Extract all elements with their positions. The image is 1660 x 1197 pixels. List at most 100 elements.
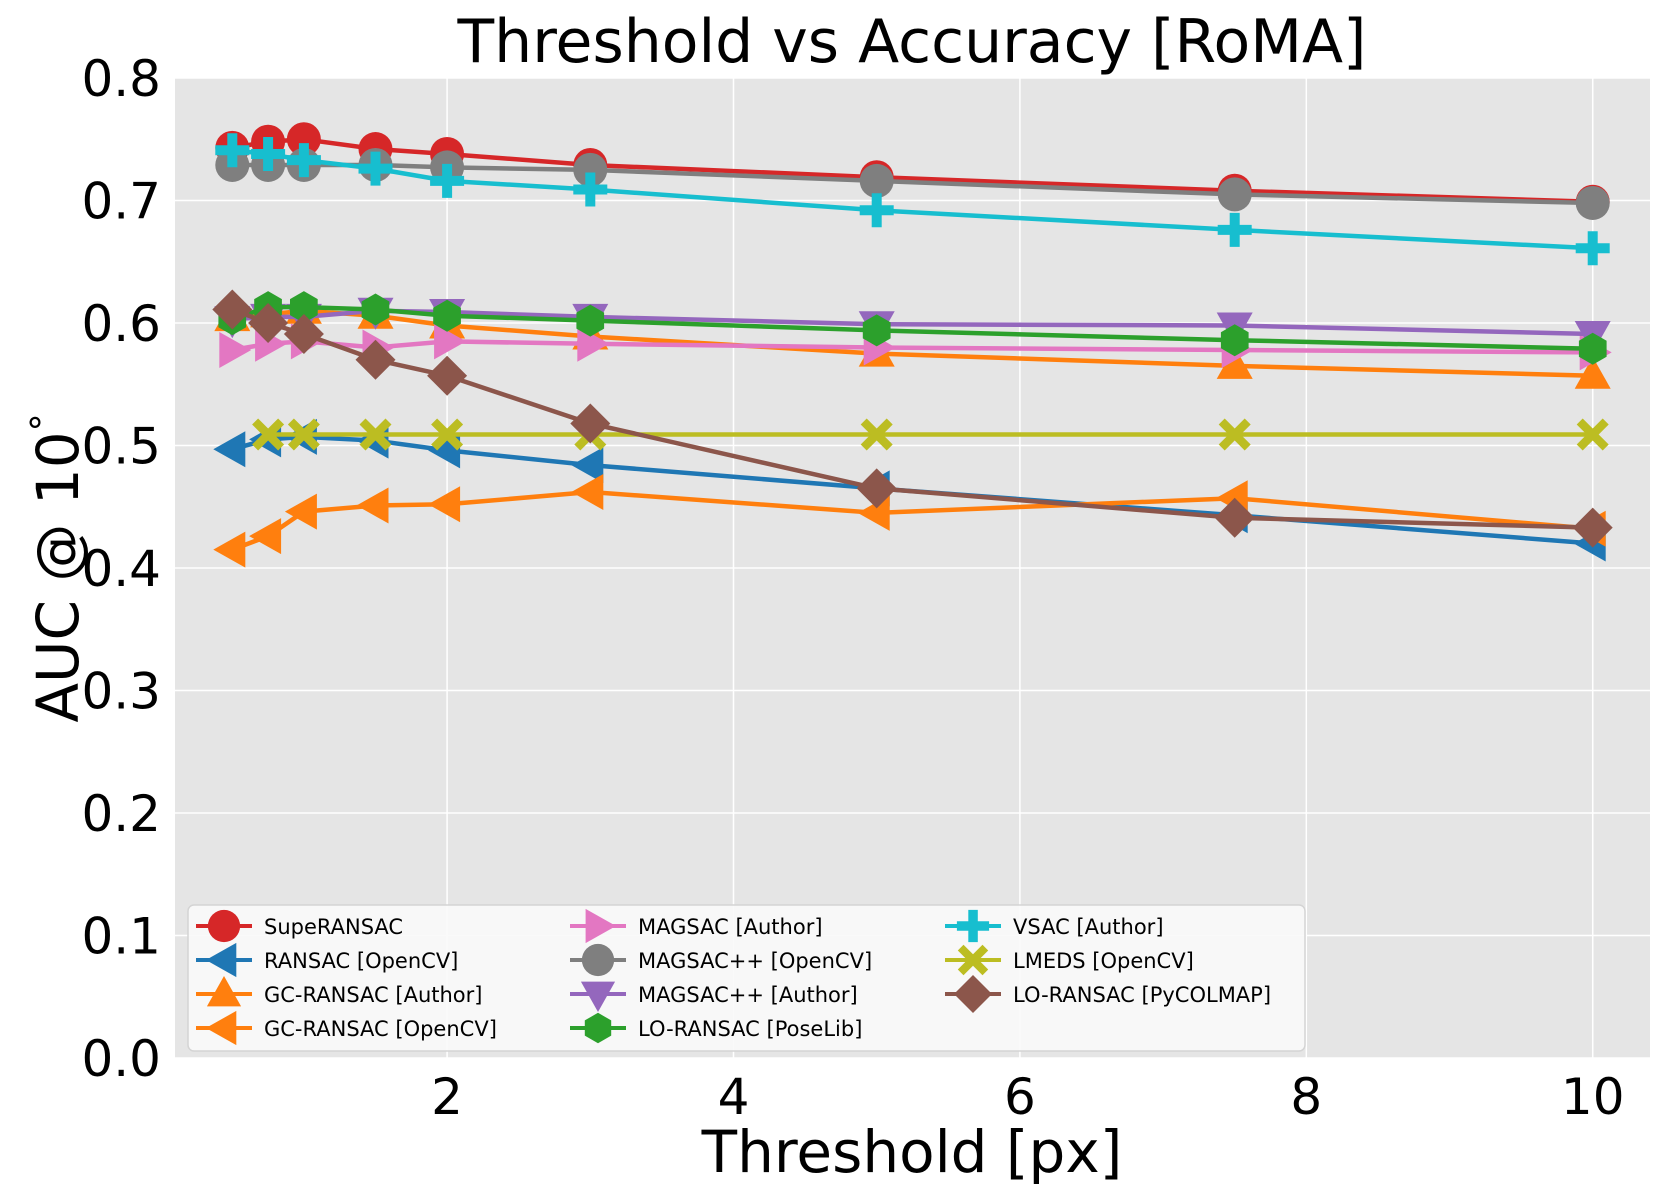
data-point (286, 143, 321, 178)
data-point (290, 291, 318, 324)
y-axis-label: AUC @ 10° (24, 413, 92, 722)
chart-title: Threshold vs Accuracy [RoMA] (457, 7, 1367, 77)
data-point (577, 325, 610, 362)
x-axis-label: Threshold [px] (701, 1118, 1123, 1186)
data-point (433, 299, 461, 332)
y-tick-label: 0.8 (81, 50, 161, 108)
x-tick-label: 2 (431, 1068, 463, 1126)
data-point (859, 193, 894, 228)
y-tick-label: 0.0 (81, 1030, 161, 1088)
legend-marker (205, 1010, 237, 1046)
tick-labels: 2 4 6 8 10 0.0 0.1 0.2 0.3 0.4 0.5 0.6 0.7 0.8 (81, 50, 1624, 1126)
legend-label: SupeRANSAC (264, 915, 403, 939)
data-point (1574, 356, 1611, 389)
data-point (215, 133, 250, 168)
data-point (213, 431, 246, 468)
y-tick-label: 0.7 (81, 173, 161, 231)
data-point (1216, 346, 1253, 379)
data-point (1214, 497, 1255, 538)
data-point (219, 332, 252, 368)
y-tick-label: 0.5 (81, 418, 161, 476)
data-point (284, 493, 317, 530)
legend-marker (584, 1012, 612, 1044)
data-point (1575, 185, 1610, 220)
legend-marker (954, 975, 992, 1013)
data-point (1218, 418, 1251, 451)
legend: SupeRANSAC RANSAC [OpenCV] GC-RANSAC [Auth… (187, 904, 1306, 1052)
legend-label: MAGSAC++ [Author] (638, 983, 858, 1007)
data-point (1217, 212, 1252, 247)
legend-label: LO-RANSAC [PyCOLMAP] (1013, 983, 1271, 1007)
legend-label: VSAC [Author] (1013, 915, 1164, 939)
data-point (431, 418, 464, 451)
data-point (286, 122, 321, 157)
legend-marker (205, 942, 237, 978)
data-point (859, 163, 894, 198)
series-vsac-author (215, 133, 1610, 266)
y-tick-label: 0.6 (81, 295, 161, 353)
data-point (359, 418, 392, 451)
legend-marker (581, 943, 615, 977)
data-point (1217, 177, 1252, 212)
legend-label: LO-RANSAC [PoseLib] (638, 1017, 862, 1041)
legend-label: MAGSAC++ [OpenCV] (638, 949, 872, 973)
legend-item: MAGSAC [Author] (570, 908, 823, 944)
data-point (355, 339, 396, 380)
legend-item: MAGSAC++ [OpenCV] (570, 943, 872, 977)
y-tick-label: 0.1 (81, 908, 161, 966)
legend-item: VSAC [Author] (945, 909, 1164, 943)
legend-label: LMEDS [OpenCV] (1013, 949, 1194, 973)
legend-marker (956, 909, 990, 943)
legend-label: GC-RANSAC [Author] (264, 983, 482, 1007)
data-point (248, 303, 289, 343)
y-tick-label: 0.4 (81, 540, 161, 598)
data-point (860, 418, 893, 451)
legend-label: GC-RANSAC [OpenCV] (264, 1017, 497, 1041)
legend-label: MAGSAC [Author] (638, 915, 823, 939)
legend-item: GC-RANSAC [OpenCV] (196, 1010, 497, 1046)
legend-item: GC-RANSAC [Author] (196, 976, 482, 1007)
data-point (358, 151, 393, 186)
legend-item: MAGSAC++ [Author] (570, 981, 858, 1012)
data-point (287, 418, 320, 451)
series-lmeds-opencv (252, 418, 1609, 451)
legend-item: LO-RANSAC [PyCOLMAP] (945, 975, 1271, 1013)
data-point (573, 172, 608, 207)
legend-marker (206, 976, 242, 1007)
data-point (212, 289, 253, 330)
data-point (1578, 332, 1607, 365)
data-point (213, 531, 246, 568)
data-point (570, 403, 611, 444)
data-point (571, 474, 604, 510)
data-point (430, 163, 465, 198)
y-tick-label: 0.2 (81, 785, 161, 843)
legend-item: LMEDS [OpenCV] (945, 944, 1194, 976)
data-point (428, 486, 461, 523)
legend-marker (207, 909, 241, 943)
data-point (251, 137, 286, 171)
series-layer (212, 122, 1613, 568)
data-point (571, 447, 604, 484)
data-point (857, 494, 890, 531)
data-point (573, 152, 608, 187)
y-axis-label-group: AUC @ 10° (24, 413, 92, 722)
legend-item: SupeRANSAC (196, 909, 403, 943)
series-lo-ransac-pycolmap (212, 289, 1613, 548)
data-point (576, 304, 605, 337)
legend-marker (585, 908, 616, 944)
y-axis-label-degree: ° (24, 413, 65, 431)
legend-item: RANSAC [OpenCV] (196, 942, 458, 978)
data-point (252, 418, 285, 451)
x-tick-label: 10 (1561, 1068, 1625, 1126)
legend-marker (580, 981, 616, 1012)
legend-item: LO-RANSAC [PoseLib] (570, 1012, 862, 1044)
data-point (427, 355, 468, 396)
data-point (283, 314, 324, 354)
data-point (1572, 507, 1613, 548)
y-tick-label: 0.3 (81, 663, 161, 721)
legend-box (187, 904, 1306, 1052)
x-tick-label: 6 (1004, 1068, 1036, 1126)
data-point (434, 323, 467, 360)
x-tick-label: 4 (718, 1068, 750, 1126)
